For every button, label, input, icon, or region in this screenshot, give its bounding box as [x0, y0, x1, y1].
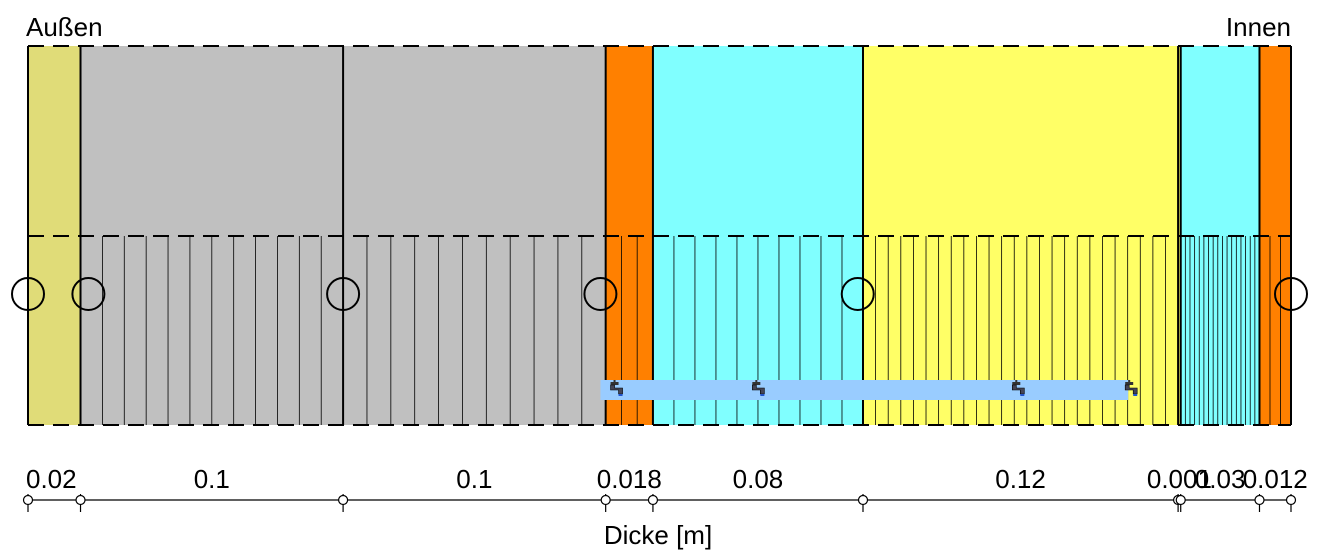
monitor-point-circle: [583, 277, 618, 311]
layer-frame: [27, 45, 1292, 426]
outside-label: Außen: [26, 12, 103, 42]
thickness-label: 0.03: [1195, 464, 1246, 494]
axis-tick-marker: [857, 494, 869, 506]
moisture-source: [600, 380, 1138, 400]
axis-tick-marker: [75, 494, 86, 506]
thickness-label: 0.02: [26, 464, 77, 494]
moisture-source-band: [600, 380, 1129, 400]
axis-tick-marker: [600, 494, 611, 506]
water-tap-icon: [752, 380, 765, 396]
thickness-label: 0.1: [194, 464, 230, 494]
axis-tick-marker: [22, 494, 34, 506]
thickness-label: 0.12: [995, 464, 1046, 494]
thickness-label: 0.012: [1243, 464, 1308, 494]
thickness-label: 0.1: [456, 464, 492, 494]
axis-tick-marker: [647, 494, 659, 506]
axis-tick-marker: [337, 494, 349, 506]
axis-tick-marker: [1175, 494, 1186, 506]
axis-tick-marker: [1254, 494, 1265, 506]
axis-title: Dicke [m]: [604, 520, 712, 550]
monitor-point-circle: [71, 277, 106, 311]
monitor-points: [11, 277, 1308, 311]
thickness-label: 0.001: [1147, 464, 1212, 494]
water-tap-icon: [1124, 380, 1138, 396]
monitor-point-circle: [326, 277, 361, 311]
inside-label: Innen: [1226, 12, 1291, 42]
thickness-label: 0.018: [597, 464, 662, 494]
monitor-point-circle: [840, 277, 875, 311]
monitor-point-circle: [1274, 277, 1308, 311]
thickness-axis: [22, 494, 1297, 512]
water-tap-icon: [1011, 380, 1025, 396]
axis-tick-marker: [1285, 494, 1297, 506]
thickness-label: 0.08: [733, 464, 784, 494]
monitor-point-circle: [11, 277, 45, 311]
water-tap-icon: [610, 380, 623, 396]
